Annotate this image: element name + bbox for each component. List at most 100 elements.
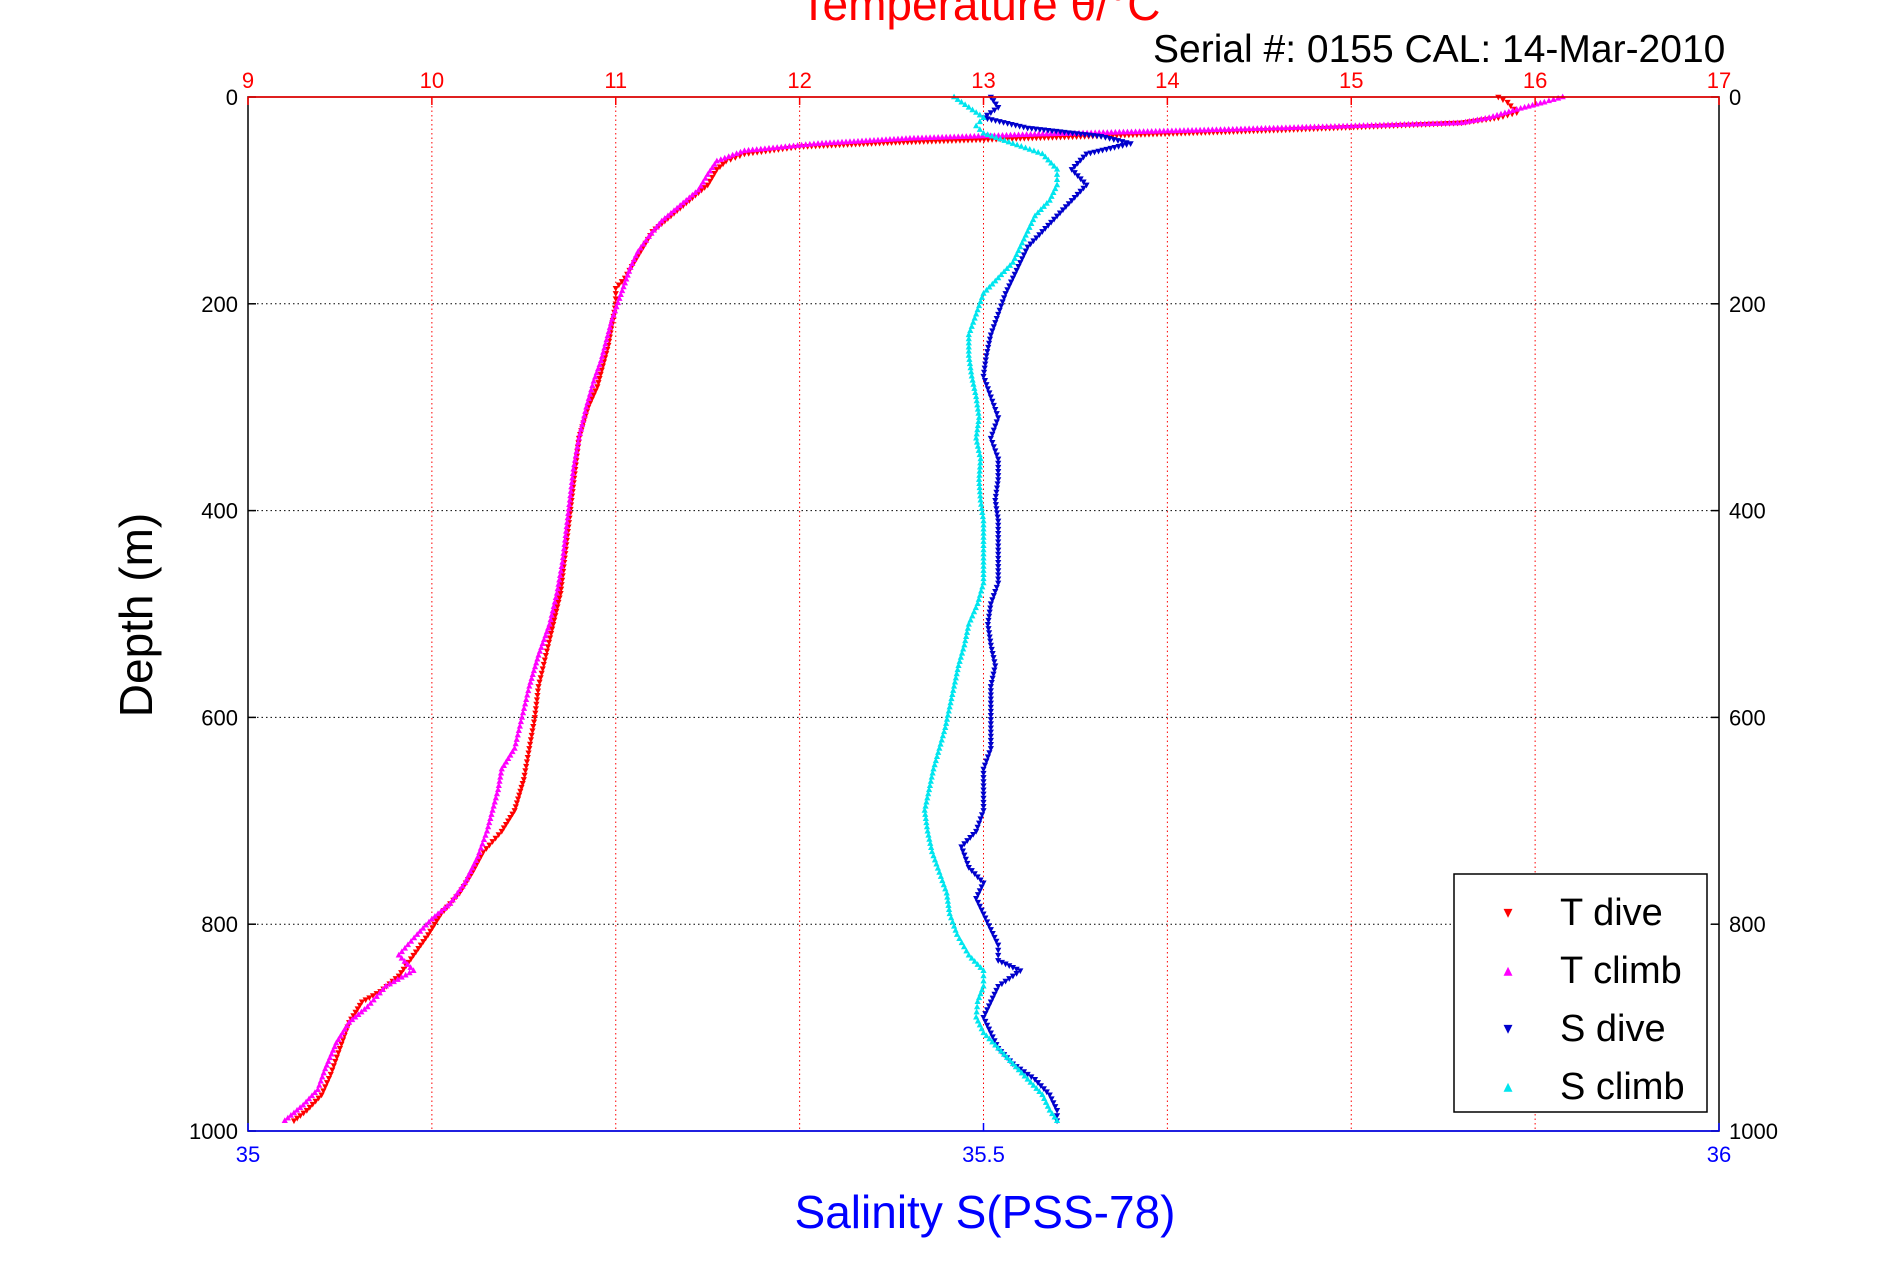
tick-label-depth-right: 600 <box>1729 705 1766 730</box>
data-point-interp <box>967 616 974 623</box>
data-point <box>410 967 417 974</box>
data-point-interp <box>1043 200 1050 206</box>
data-point <box>531 715 538 721</box>
data-point-interp <box>995 555 1002 562</box>
data-point <box>1009 1060 1017 1067</box>
data-point-interp <box>1042 153 1049 160</box>
data-point-interp <box>995 460 1002 467</box>
data-point-interp <box>976 903 983 910</box>
data-point <box>658 217 665 224</box>
data-point-interp <box>1019 131 1026 138</box>
data-point-interp <box>954 96 961 102</box>
data-point-interp <box>976 1021 983 1028</box>
data-point-interp <box>401 957 408 964</box>
data-point-interp <box>1039 130 1046 137</box>
legend-item-s-climb: ▴ S climb <box>1503 1066 1684 1108</box>
data-point-interp <box>305 1095 313 1102</box>
data-point-interp <box>491 798 498 805</box>
data-point-interp <box>1517 104 1524 111</box>
data-point <box>980 290 987 296</box>
data-point <box>1009 275 1017 282</box>
data-point-interp <box>496 778 503 784</box>
data-point-interp <box>1036 232 1043 238</box>
legend-marker: ▾ <box>1503 1018 1512 1038</box>
data-point-interp <box>343 1022 351 1029</box>
data-point <box>936 744 943 751</box>
data-point-interp <box>1013 267 1020 274</box>
data-point-interp <box>497 769 505 776</box>
data-point-interp <box>971 957 978 964</box>
data-point <box>494 786 502 793</box>
data-point-interp <box>1192 126 1200 133</box>
data-point-interp <box>1241 125 1249 132</box>
data-point-interp <box>981 762 989 769</box>
data-point-interp <box>995 568 1002 575</box>
data-point-interp <box>1266 124 1273 131</box>
data-point-interp <box>653 223 660 230</box>
data-point-interp <box>516 792 523 799</box>
data-point-interp <box>939 877 946 884</box>
data-point <box>1083 182 1090 189</box>
data-point-interp <box>1053 128 1060 135</box>
data-point-interp <box>986 609 993 616</box>
data-point-interp <box>1446 119 1453 126</box>
data-point-interp <box>612 296 619 303</box>
data-point-interp <box>830 139 838 145</box>
data-point-interp <box>993 506 1000 512</box>
data-point-interp <box>980 795 987 802</box>
data-point-interp <box>995 572 1002 579</box>
data-point-interp <box>548 612 555 618</box>
data-point-interp <box>980 770 987 777</box>
data-point-interp <box>606 324 613 330</box>
data-point <box>973 828 980 835</box>
data-point-interp <box>1040 1086 1047 1093</box>
tick-label-depth-right: 800 <box>1729 912 1766 937</box>
data-point-interp <box>312 1098 319 1105</box>
data-point-interp <box>951 678 959 685</box>
data-point-interp <box>551 617 558 624</box>
tick-label-salinity: 36 <box>1707 1142 1731 1167</box>
data-point-interp <box>593 369 600 376</box>
data-point-interp <box>958 98 965 105</box>
data-point-interp <box>1188 126 1196 133</box>
data-point <box>1053 213 1061 220</box>
data-point-interp <box>1045 222 1052 229</box>
data-point-interp <box>967 327 974 333</box>
data-point <box>414 931 421 937</box>
data-point-interp <box>1405 120 1412 127</box>
data-point-interp <box>951 133 958 140</box>
data-point-interp <box>686 194 693 201</box>
data-point-interp <box>571 461 578 468</box>
data-point <box>984 622 992 628</box>
data-point-interp <box>1035 148 1042 155</box>
data-point-interp <box>505 755 512 762</box>
data-point-interp <box>1019 239 1026 246</box>
data-point-interp <box>529 728 536 735</box>
data-point-interp <box>960 645 967 652</box>
data-point-interp <box>595 380 602 386</box>
data-point-interp <box>618 279 625 285</box>
tick-label-depth-left: 400 <box>201 499 238 524</box>
data-point-interp <box>858 137 866 144</box>
data-point-interp <box>989 440 996 446</box>
data-point-interp <box>592 388 599 395</box>
data-point-interp <box>931 856 939 863</box>
data-point-interp <box>1307 123 1314 130</box>
data-point-interp <box>978 1025 985 1032</box>
data-point-interp <box>1140 128 1147 134</box>
data-point-interp <box>995 522 1002 529</box>
data-point-interp <box>980 799 987 806</box>
data-point-interp <box>995 547 1002 554</box>
data-point-interp <box>1050 1100 1057 1106</box>
data-point-interp <box>1550 96 1557 102</box>
data-point <box>1009 140 1017 146</box>
tick-label-depth-right: 400 <box>1729 499 1766 524</box>
data-point-interp <box>349 1016 356 1023</box>
data-point-interp <box>1051 162 1058 169</box>
data-point <box>1024 244 1031 251</box>
data-point-interp <box>495 782 502 788</box>
data-point-interp <box>1110 137 1117 143</box>
data-point-interp <box>974 874 981 881</box>
data-point-interp <box>293 1106 301 1113</box>
data-point <box>995 518 1002 525</box>
